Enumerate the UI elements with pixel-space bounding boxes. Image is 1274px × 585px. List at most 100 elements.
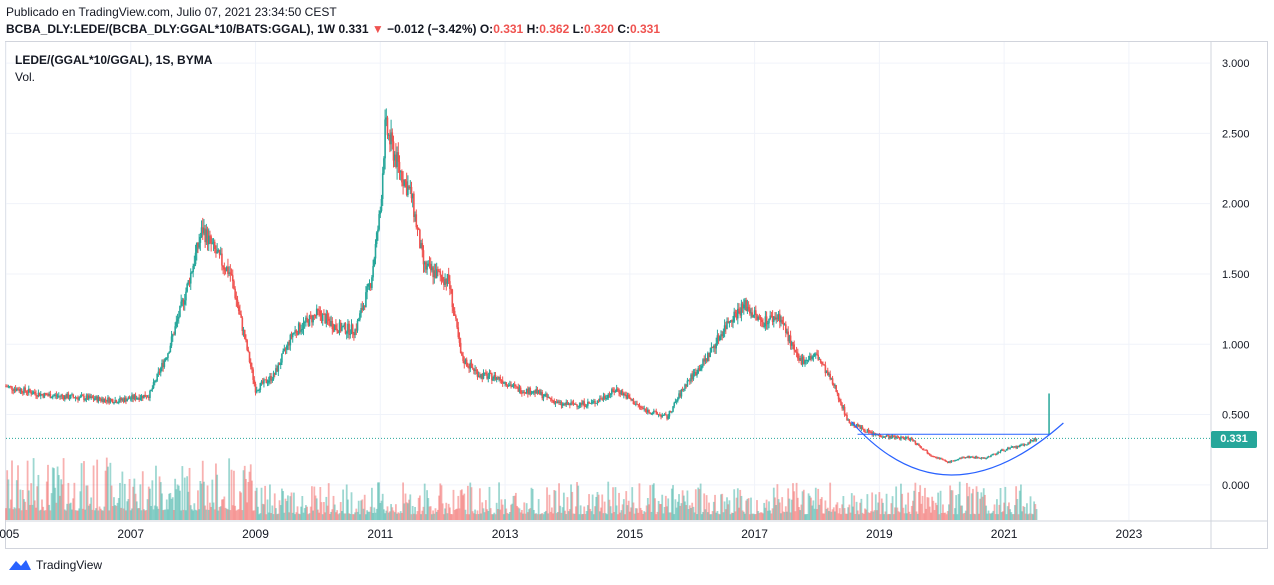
volume-bar [850, 493, 853, 520]
legend-title[interactable]: LEDE/(GGAL*10/GGAL), 1S, BYMA [15, 53, 213, 67]
volume-bar [937, 492, 940, 520]
volume-bar [562, 492, 565, 520]
volume-bar [412, 513, 415, 520]
candle-body [677, 398, 679, 401]
volume-bar [853, 495, 856, 520]
candle-body [867, 429, 870, 432]
volume-bar [938, 514, 941, 520]
volume-bar [351, 514, 354, 520]
candle-body [247, 349, 250, 352]
candle-body [469, 362, 472, 369]
candle-body [189, 272, 192, 284]
volume-bar [948, 504, 950, 520]
volume-bar [903, 513, 906, 520]
volume-bar [125, 510, 127, 520]
volume-bar [736, 488, 739, 520]
candle-body [558, 401, 560, 403]
candle-body [933, 456, 936, 458]
candle-body [954, 460, 956, 462]
volume-bar [499, 509, 502, 520]
volume-bar [873, 510, 876, 520]
candle-body [188, 280, 191, 284]
volume-bar [986, 513, 989, 520]
volume-bar [457, 495, 460, 520]
candle-body [348, 323, 350, 335]
volume-bar [152, 509, 155, 520]
volume-bar [321, 514, 324, 520]
volume-bar [876, 510, 878, 520]
candle-body [61, 395, 64, 397]
candle-body [765, 316, 768, 325]
volume-bar [631, 487, 634, 520]
candle-body [444, 278, 446, 285]
candle-body [595, 403, 598, 404]
candle-body [15, 388, 18, 391]
candle-body [790, 342, 793, 346]
volume-bar [69, 502, 72, 520]
candle-body [163, 360, 166, 367]
volume-bar [978, 513, 980, 520]
candle-body [477, 375, 480, 377]
volume-bar [505, 508, 508, 520]
volume-bar [871, 492, 874, 520]
candle-body [481, 374, 484, 379]
volume-bar [454, 509, 457, 520]
candle-body [224, 269, 227, 272]
candle-body [104, 398, 107, 400]
candle-body [631, 399, 634, 401]
volume-bar [111, 506, 114, 520]
symbol-name[interactable]: BCBA_DLY:LEDE/(BCBA_DLY:GGAL*10/BATS:GGA… [6, 22, 336, 36]
legend-volume[interactable]: Vol. [15, 70, 36, 84]
volume-bar [963, 512, 966, 520]
candle-body [588, 401, 590, 404]
volume-bar [604, 513, 607, 520]
volume-bar [345, 484, 348, 520]
volume-bar [512, 495, 515, 520]
volume-bar [151, 480, 154, 520]
candle-body [612, 389, 614, 391]
volume-bar [728, 500, 731, 520]
candle-body [864, 430, 866, 432]
volume-bar [541, 513, 544, 520]
volume-bar [19, 489, 22, 520]
volume-bar [601, 494, 604, 520]
candle-body [543, 394, 546, 397]
volume-bar [945, 514, 948, 520]
candle-body [657, 414, 660, 416]
candle-body [896, 436, 899, 438]
volume-bar [62, 458, 65, 520]
candle-body [602, 396, 605, 400]
candle-body [271, 379, 274, 381]
volume-bar [99, 508, 102, 520]
footer[interactable]: TradingView [8, 558, 102, 572]
volume-bar [1027, 514, 1030, 520]
volume-bar [447, 503, 450, 520]
candle-body [789, 335, 792, 346]
candle-body [749, 309, 751, 314]
candle-body [95, 396, 97, 400]
candle-body [663, 414, 666, 416]
candle-body [287, 342, 289, 346]
volume-bar [502, 514, 505, 520]
volume-bar [236, 509, 239, 520]
candle-body [805, 360, 807, 361]
candle-body [353, 333, 355, 336]
candle-body [665, 414, 667, 416]
candle-body [299, 323, 301, 332]
candle-body [161, 363, 163, 369]
volume-bar [872, 511, 875, 520]
volume-bar [30, 483, 33, 520]
volume-bar [613, 511, 616, 520]
candle-body [1030, 440, 1033, 441]
volume-bar [371, 487, 373, 520]
candle-body [1023, 444, 1026, 446]
volume-bar [159, 482, 162, 520]
candle-body [890, 435, 893, 439]
x-tick-label: 2007 [117, 527, 144, 541]
candle-body [594, 401, 596, 404]
candle-body [847, 419, 849, 421]
volume-bar [742, 511, 745, 520]
volume-bar [320, 502, 323, 520]
candle-body [343, 323, 346, 327]
